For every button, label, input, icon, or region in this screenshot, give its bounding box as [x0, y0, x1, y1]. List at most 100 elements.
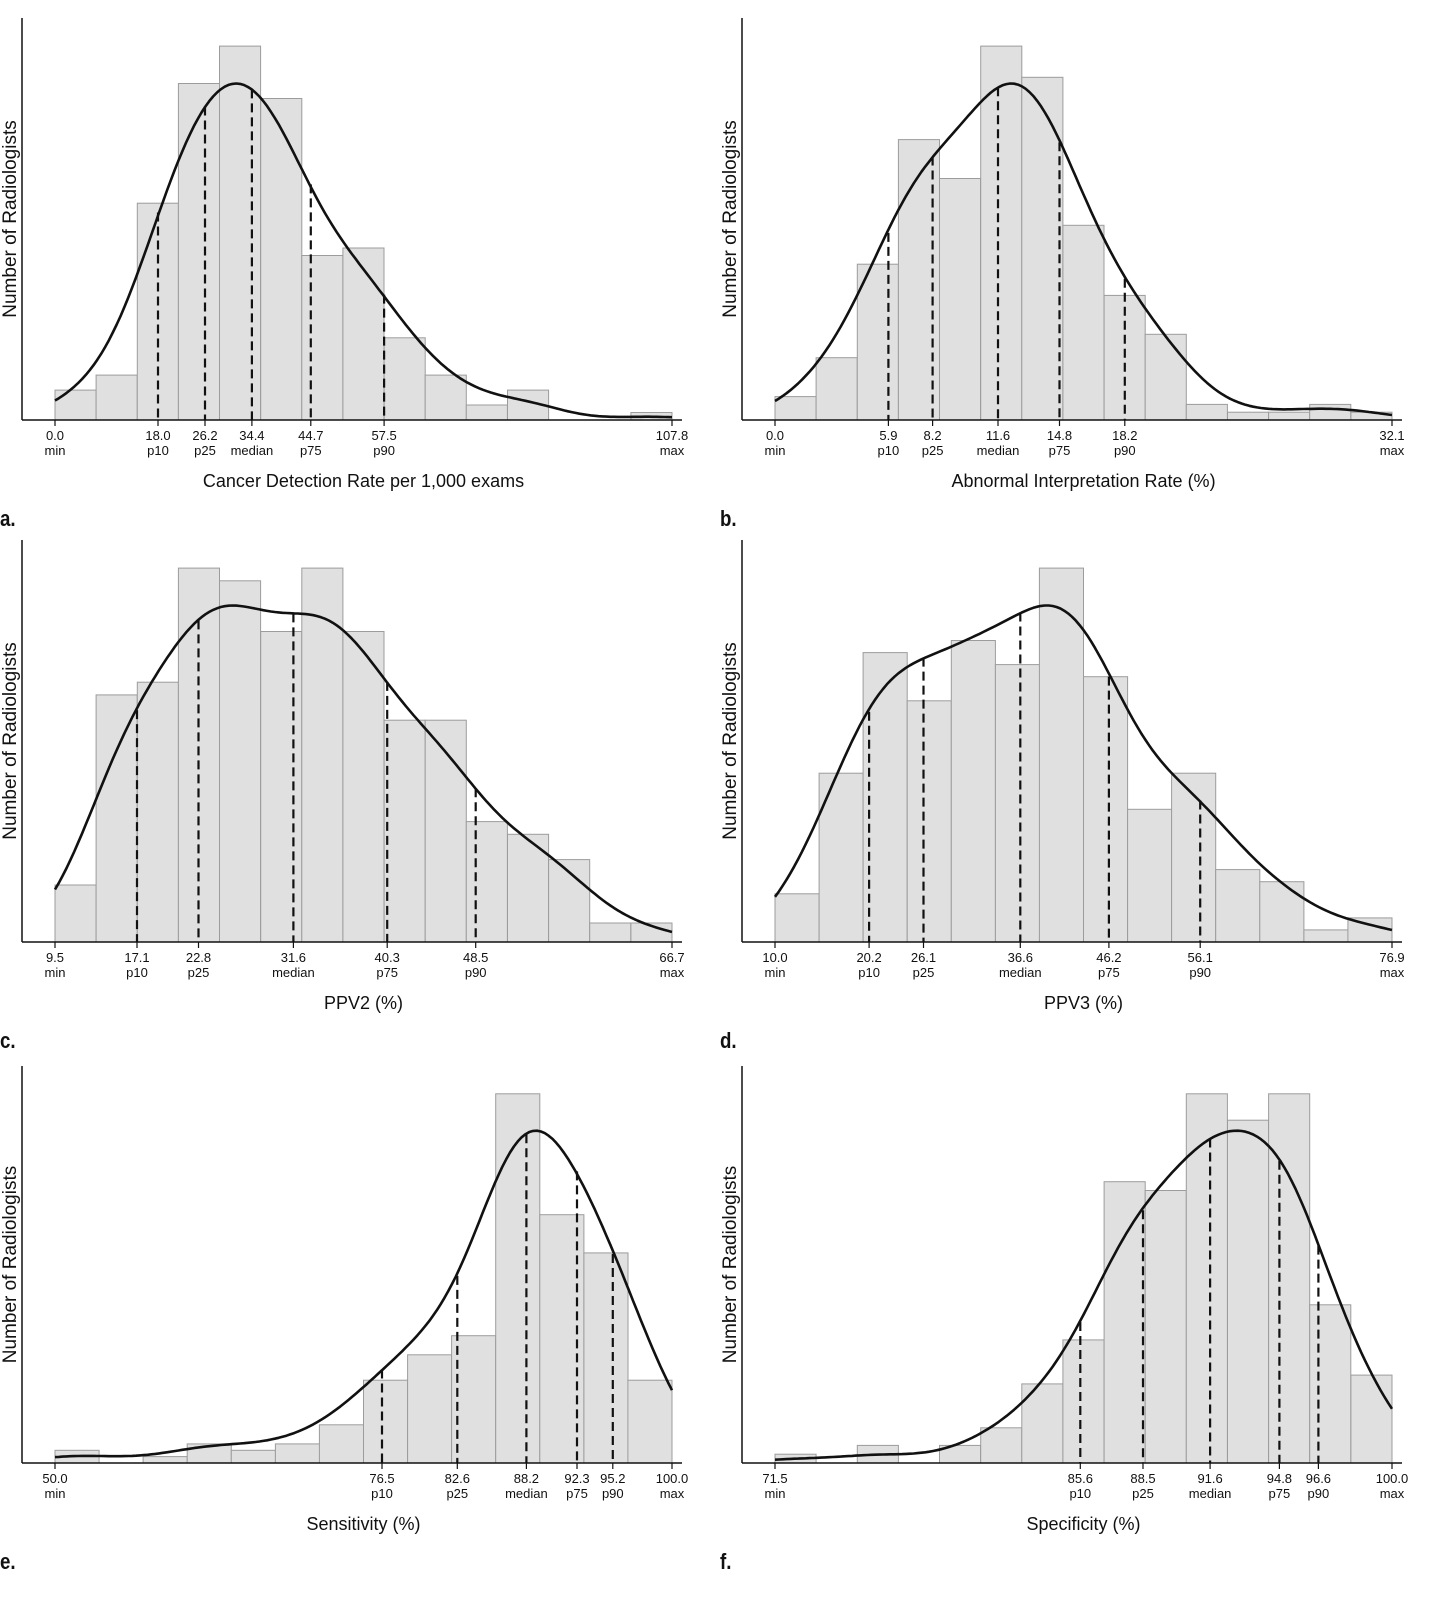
x-tick-stat-label: p10	[371, 1486, 393, 1501]
histogram-panel-abnormal-interpretation-rate: 0.0 min 5.9 p10 8.2 p25 11.6 median 14.8 p75 18.2 p…	[720, 0, 1440, 534]
x-tick-value-label: 0.0	[46, 428, 64, 443]
histogram-bar	[1227, 411, 1270, 421]
x-tick-value-label: 26.2	[192, 428, 217, 443]
x-tick-stat-label: p25	[913, 965, 935, 980]
x-tick-value-label: 76.9	[1379, 950, 1404, 965]
x-tick-stat-label: p90	[1114, 443, 1136, 458]
density-curve	[54, 1129, 674, 1459]
x-tick-stat-label: p75	[1049, 443, 1071, 458]
histogram-panel-cancer-detection-rate: 0.0 min 18.0 p10 26.2 p25 34.4 median 44.7 p75 57.…	[0, 0, 720, 534]
x-tick-stat-label: median	[231, 443, 274, 458]
x-tick-stat-label: min	[765, 965, 786, 980]
x-tick-stat-label: median	[999, 965, 1042, 980]
histogram-bar	[260, 98, 303, 421]
histogram-bar	[1215, 869, 1261, 943]
histogram-bar	[980, 45, 1023, 421]
percentile-lines-group	[380, 1134, 614, 1463]
percentile-lines-group	[1079, 1138, 1320, 1463]
x-tick-value-label: 10.0	[762, 950, 787, 965]
axes-group	[741, 18, 1402, 421]
histogram-bar	[1350, 1374, 1393, 1464]
histogram-bar	[136, 681, 179, 943]
histogram-bar	[424, 719, 467, 943]
x-tick-stat-label: p10	[878, 443, 900, 458]
histogram-bar	[95, 374, 138, 421]
x-tick-value-label: 96.6	[1306, 1471, 1331, 1486]
x-axis-label: Specificity (%)	[1026, 1514, 1140, 1534]
x-tick-value-label: 88.2	[514, 1471, 539, 1486]
x-tick-stat-label: median	[1189, 1486, 1232, 1501]
histogram-bar	[856, 263, 899, 421]
x-tick-stat-label: p90	[373, 443, 395, 458]
histogram-bar	[465, 821, 508, 943]
x-tick-stat-label: p10	[126, 965, 148, 980]
percentile-lines-group	[887, 87, 1126, 420]
histogram-bar	[1038, 567, 1084, 943]
x-tick-stat-label: p75	[376, 965, 398, 980]
x-tick-stat-label: min	[45, 965, 66, 980]
panel-label: a.	[0, 506, 16, 531]
bars-group	[774, 45, 1393, 421]
x-tick-stat-label: median	[505, 1486, 548, 1501]
x-tick-value-label: 34.4	[239, 428, 264, 443]
histogram-panel-specificity: 71.5 min 85.6 p10 88.5 p25 91.6 median 94.8 p75 96…	[720, 1048, 1440, 1582]
histogram-bar	[1062, 224, 1105, 421]
x-tick-value-label: 36.6	[1008, 950, 1033, 965]
x-tick-stat-label: p90	[602, 1486, 624, 1501]
x-tick-value-label: 92.3	[564, 1471, 589, 1486]
histogram-bar	[230, 1449, 276, 1464]
x-tick-stat-label: p25	[446, 1486, 468, 1501]
density-curve	[773, 604, 1393, 932]
histogram-panel-sensitivity: 50.0 min 76.5 p10 82.6 p25 88.2 median 92.3 p75 95…	[0, 1048, 720, 1582]
histogram-bar	[1021, 76, 1064, 421]
x-tick-stat-label: p90	[465, 965, 487, 980]
x-tick-value-label: 17.1	[124, 950, 149, 965]
x-tick-value-label: 95.2	[600, 1471, 625, 1486]
histogram-bar	[774, 396, 817, 421]
histogram-bar	[1309, 403, 1352, 421]
x-tick-stat-label: p75	[566, 1486, 588, 1501]
axes-group	[21, 1066, 682, 1464]
x-tick-value-label: 0.0	[766, 428, 784, 443]
histogram-bar	[1083, 676, 1129, 943]
x-tick-value-label: 11.6	[986, 428, 1010, 443]
x-tick-stat-label: p10	[147, 443, 169, 458]
x-tick-value-label: 18.0	[145, 428, 170, 443]
histogram-bar	[363, 1379, 409, 1464]
histogram-bar	[301, 567, 344, 943]
x-tick-value-label: 57.5	[371, 428, 396, 443]
x-tick-value-label: 107.8	[656, 428, 689, 443]
histogram-bar	[1144, 333, 1187, 421]
x-tick-value-label: 85.6	[1068, 1471, 1093, 1486]
histogram-bar	[1103, 1181, 1146, 1464]
histogram-bar	[383, 719, 426, 943]
histogram-bar	[627, 1379, 673, 1464]
axes-group	[741, 1066, 1402, 1464]
x-tick-stat-label: p90	[1308, 1486, 1330, 1501]
x-tick-stat-label: median	[977, 443, 1020, 458]
histogram-bar	[774, 893, 820, 943]
axes-group	[741, 540, 1402, 943]
bars-group	[54, 45, 673, 421]
density-curve	[774, 1129, 1394, 1461]
histogram-bar	[342, 247, 385, 421]
y-axis-label: Number of Radiologists	[720, 120, 741, 317]
histogram-bar	[950, 640, 996, 943]
panel-label: f.	[720, 1549, 732, 1574]
x-tick-stat-label: max	[660, 1486, 685, 1501]
x-tick-stat-label: p75	[1098, 965, 1120, 980]
x-tick-value-label: 82.6	[445, 1471, 470, 1486]
histogram-bar	[815, 357, 858, 421]
x-axis-label: PPV2 (%)	[324, 993, 403, 1013]
x-tick-value-label: 14.8	[1047, 428, 1072, 443]
x-tick-stat-label: max	[1380, 443, 1405, 458]
histogram-bar	[1268, 1093, 1311, 1464]
